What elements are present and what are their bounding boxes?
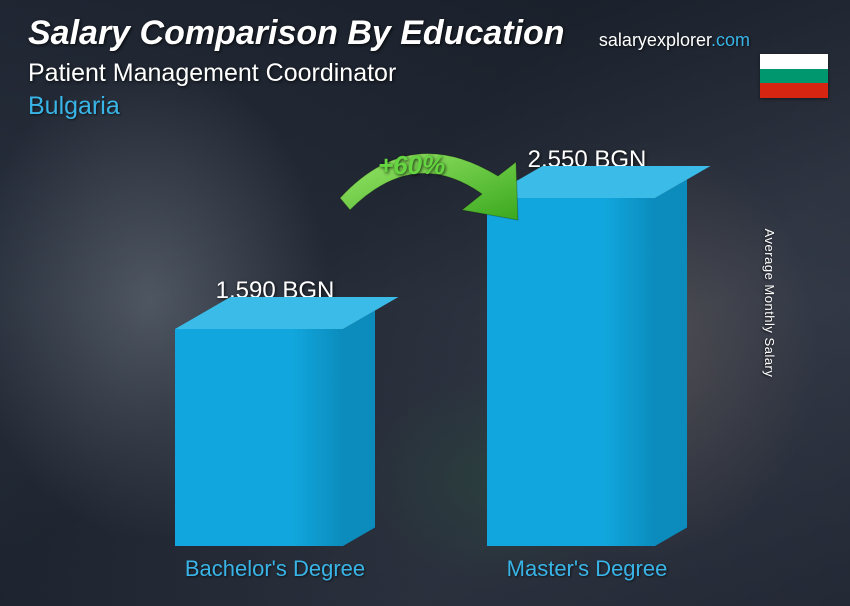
percent-increase-badge: +60% <box>378 150 445 181</box>
increase-arrow-icon <box>320 128 540 248</box>
bar-category-label: Bachelor's Degree <box>165 556 385 582</box>
bar-front-face <box>175 329 343 546</box>
flag-stripe <box>760 83 828 98</box>
bar-side-face <box>343 311 375 546</box>
bar-category-label: Master's Degree <box>477 556 697 582</box>
brand-tld: .com <box>711 30 750 50</box>
bar-group: 1,590 BGNBachelor's Degree <box>165 311 385 582</box>
bar-side-face <box>655 180 687 546</box>
country-flag <box>760 54 828 98</box>
brand-name: salaryexplorer <box>599 30 711 50</box>
flag-stripe <box>760 54 828 69</box>
bar <box>175 311 375 546</box>
infographic-container: Salary Comparison By Education Patient M… <box>0 0 850 606</box>
y-axis-label: Average Monthly Salary <box>762 229 777 378</box>
flag-stripe <box>760 69 828 84</box>
brand-logo: salaryexplorer.com <box>599 30 750 51</box>
bar-front-face <box>487 198 655 546</box>
job-title: Patient Management Coordinator <box>28 59 822 88</box>
country-name: Bulgaria <box>28 92 822 121</box>
